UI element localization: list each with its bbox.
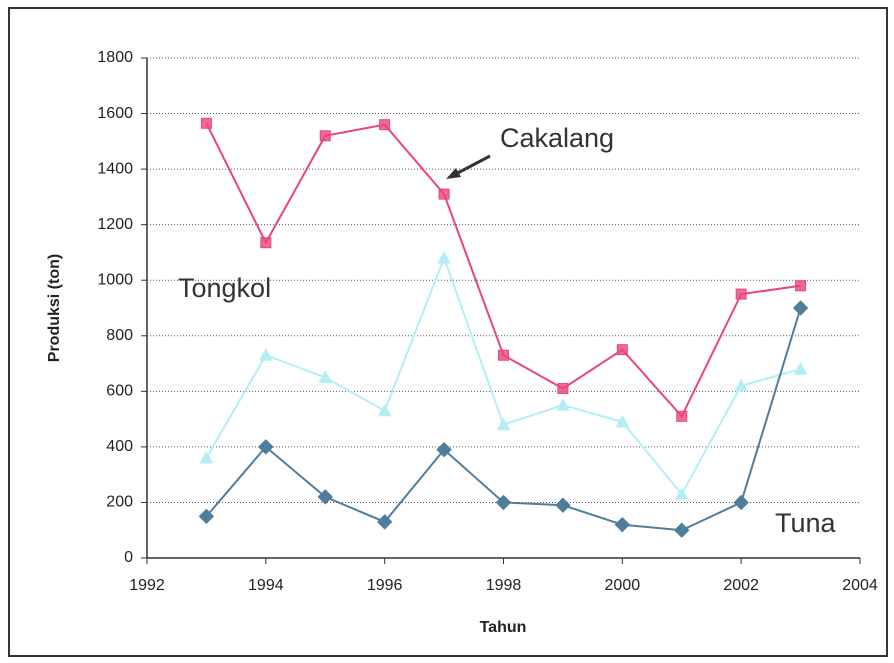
marker [198, 508, 215, 525]
y-tick-label: 1600 [97, 105, 133, 122]
x-tick-label: 1994 [248, 577, 284, 594]
marker [616, 344, 628, 356]
x-tick-label: 2002 [723, 577, 759, 594]
series-label: Cakalang [500, 123, 614, 153]
marker [438, 188, 450, 200]
arrow-head [446, 168, 461, 179]
marker [614, 516, 631, 533]
y-tick-label: 800 [106, 327, 133, 344]
y-tick-label: 600 [106, 383, 133, 400]
marker [674, 522, 690, 538]
chart-frame [8, 7, 888, 657]
marker [496, 417, 511, 431]
marker [615, 414, 630, 428]
marker [317, 489, 333, 505]
series-label: Tuna [775, 508, 837, 538]
x-tick-label: 1996 [367, 577, 403, 594]
marker [556, 398, 570, 411]
marker [495, 494, 512, 511]
marker [200, 117, 212, 129]
marker [498, 349, 509, 361]
y-axis-title: Produksi (ton) [46, 254, 63, 362]
x-axis-title: Tahun [480, 619, 527, 636]
marker [437, 250, 451, 264]
marker [258, 439, 274, 455]
x-tick-label: 2004 [842, 577, 878, 594]
marker [436, 441, 452, 458]
marker [377, 403, 392, 417]
y-tick-label: 200 [106, 494, 133, 511]
marker [318, 370, 333, 383]
y-tick-label: 1000 [97, 271, 133, 288]
marker [258, 348, 273, 361]
marker [734, 378, 749, 392]
marker [557, 383, 569, 395]
marker [379, 119, 391, 131]
marker [733, 494, 749, 511]
x-tick-label: 2000 [605, 577, 641, 594]
marker [676, 410, 688, 422]
y-tick-label: 400 [106, 438, 133, 455]
marker [793, 362, 808, 375]
y-tick-label: 0 [124, 549, 133, 566]
marker [199, 450, 214, 464]
marker [674, 487, 689, 500]
y-tick-label: 1800 [97, 49, 133, 66]
marker [260, 237, 272, 249]
marker [795, 280, 807, 292]
marker [319, 130, 331, 142]
marker [376, 514, 393, 530]
marker [735, 288, 747, 300]
marker [792, 300, 809, 316]
x-tick-label: 1998 [486, 577, 522, 594]
x-tick-label: 1992 [129, 577, 165, 594]
y-tick-label: 1400 [97, 160, 133, 177]
series-label: Tongkol [178, 273, 271, 303]
marker [555, 497, 571, 513]
y-tick-label: 1200 [97, 216, 133, 233]
